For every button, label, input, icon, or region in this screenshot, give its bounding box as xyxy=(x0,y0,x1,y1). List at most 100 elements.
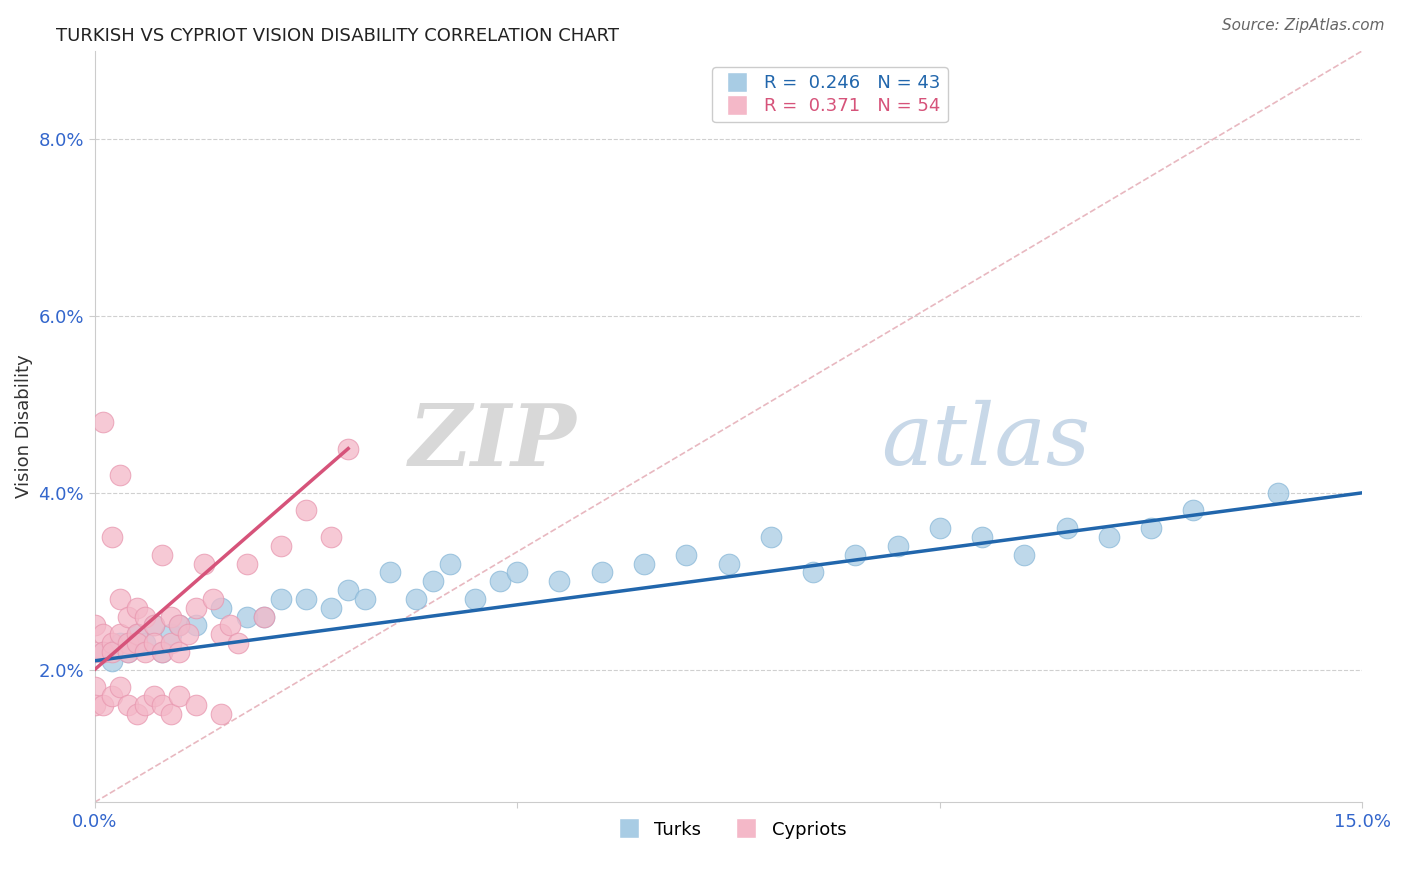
Point xyxy=(380,566,402,580)
Point xyxy=(83,645,105,659)
Point xyxy=(159,636,181,650)
Point xyxy=(142,636,165,650)
Point xyxy=(167,618,190,632)
Point xyxy=(759,530,782,544)
Point xyxy=(142,618,165,632)
Point xyxy=(591,566,613,580)
Point xyxy=(295,503,318,517)
Point xyxy=(117,636,139,650)
Point xyxy=(321,530,343,544)
Point xyxy=(201,591,224,606)
Point xyxy=(717,557,740,571)
Point xyxy=(633,557,655,571)
Point xyxy=(337,442,360,456)
Point xyxy=(354,591,377,606)
Point xyxy=(134,645,156,659)
Point xyxy=(1056,521,1078,535)
Point xyxy=(159,706,181,721)
Point xyxy=(235,557,257,571)
Point xyxy=(464,591,486,606)
Point xyxy=(1182,503,1205,517)
Point xyxy=(506,566,529,580)
Point xyxy=(1014,548,1036,562)
Text: Source: ZipAtlas.com: Source: ZipAtlas.com xyxy=(1222,18,1385,33)
Point xyxy=(91,415,114,429)
Point xyxy=(83,681,105,695)
Point xyxy=(439,557,461,571)
Point xyxy=(1267,485,1289,500)
Point xyxy=(150,548,173,562)
Point xyxy=(270,539,292,553)
Point xyxy=(108,627,131,641)
Point xyxy=(125,706,148,721)
Point xyxy=(928,521,950,535)
Point xyxy=(100,530,122,544)
Point xyxy=(1140,521,1163,535)
Point xyxy=(100,636,122,650)
Point xyxy=(91,698,114,712)
Point xyxy=(150,645,173,659)
Point xyxy=(253,609,276,624)
Point xyxy=(209,600,232,615)
Point xyxy=(209,627,232,641)
Point xyxy=(253,609,276,624)
Point xyxy=(844,548,866,562)
Point xyxy=(270,591,292,606)
Point xyxy=(337,582,360,597)
Point xyxy=(142,618,165,632)
Point xyxy=(548,574,571,589)
Text: TURKISH VS CYPRIOT VISION DISABILITY CORRELATION CHART: TURKISH VS CYPRIOT VISION DISABILITY COR… xyxy=(56,27,619,45)
Point xyxy=(91,645,114,659)
Point xyxy=(83,618,105,632)
Text: ZIP: ZIP xyxy=(409,400,576,483)
Point xyxy=(142,689,165,703)
Point xyxy=(134,609,156,624)
Point xyxy=(100,645,122,659)
Point xyxy=(125,600,148,615)
Point xyxy=(184,698,207,712)
Point xyxy=(125,636,148,650)
Point xyxy=(117,645,139,659)
Point xyxy=(167,618,190,632)
Point xyxy=(1098,530,1121,544)
Point xyxy=(125,627,148,641)
Point xyxy=(91,627,114,641)
Point xyxy=(675,548,697,562)
Point xyxy=(405,591,427,606)
Point xyxy=(235,609,257,624)
Point xyxy=(176,627,198,641)
Point xyxy=(167,645,190,659)
Point xyxy=(108,468,131,483)
Point xyxy=(295,591,318,606)
Legend: Turks, Cypriots: Turks, Cypriots xyxy=(603,814,853,846)
Point xyxy=(108,681,131,695)
Y-axis label: Vision Disability: Vision Disability xyxy=(15,355,32,499)
Text: atlas: atlas xyxy=(880,401,1090,483)
Point xyxy=(150,698,173,712)
Point xyxy=(108,591,131,606)
Point xyxy=(150,645,173,659)
Point xyxy=(100,654,122,668)
Point xyxy=(218,618,240,632)
Point xyxy=(108,636,131,650)
Point xyxy=(159,609,181,624)
Point xyxy=(226,636,249,650)
Point xyxy=(125,627,148,641)
Point xyxy=(100,689,122,703)
Point xyxy=(91,645,114,659)
Point xyxy=(167,689,190,703)
Point xyxy=(801,566,824,580)
Point xyxy=(184,618,207,632)
Point xyxy=(117,645,139,659)
Point xyxy=(972,530,994,544)
Point xyxy=(159,627,181,641)
Point xyxy=(209,706,232,721)
Point xyxy=(83,698,105,712)
Point xyxy=(117,698,139,712)
Point xyxy=(321,600,343,615)
Point xyxy=(134,698,156,712)
Point xyxy=(489,574,512,589)
Point xyxy=(193,557,215,571)
Point xyxy=(422,574,444,589)
Point xyxy=(134,636,156,650)
